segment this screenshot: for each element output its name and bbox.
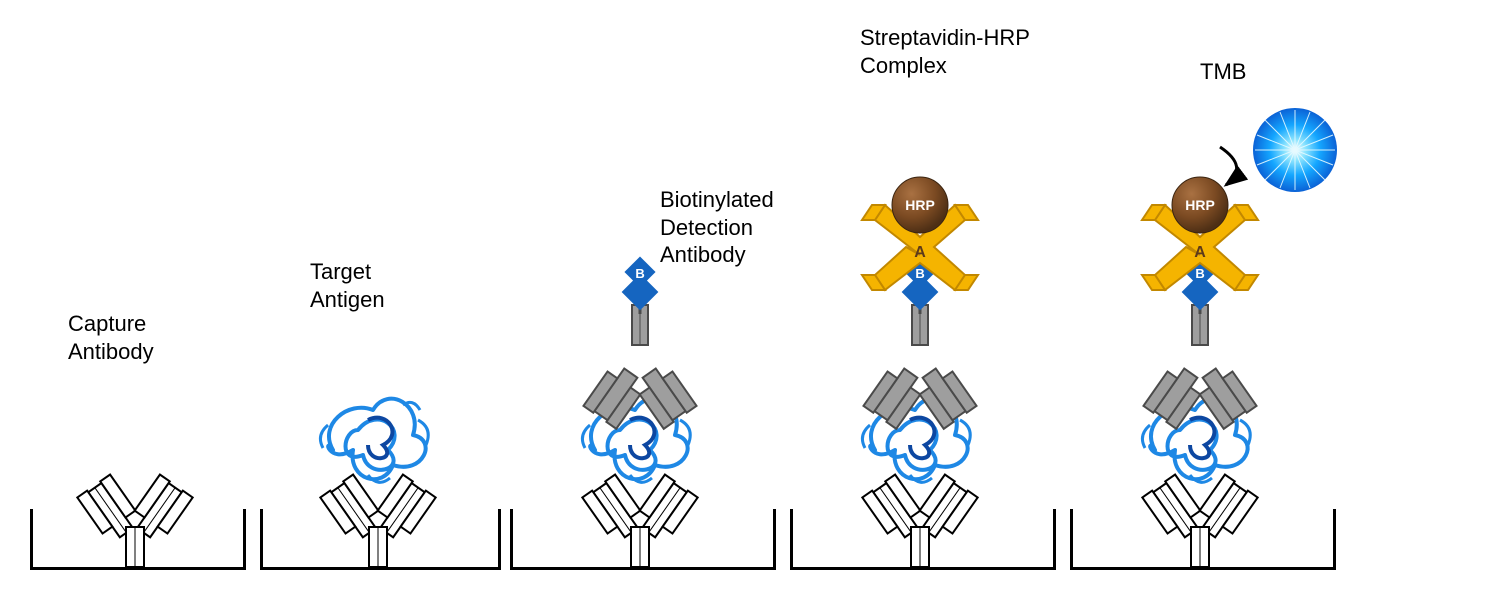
capture-antibody-icon — [77, 475, 192, 567]
hrp-icon — [1172, 177, 1228, 233]
tmb-arrow-icon — [1220, 147, 1237, 185]
detection-antibody-icon — [863, 305, 976, 429]
hrp-icon — [892, 177, 948, 233]
detection-antibody-icon — [583, 305, 696, 429]
capture-antibody-icon — [582, 475, 697, 567]
capture-antibody-icon — [1142, 475, 1257, 567]
detection-antibody-icon — [1143, 305, 1256, 429]
antigen-icon — [320, 399, 428, 483]
capture-antibody-icon — [320, 475, 435, 567]
capture-antibody-icon — [862, 475, 977, 567]
stack-5 — [1000, 15, 1400, 575]
biotin-icon — [622, 256, 659, 314]
tmb-icon — [1253, 108, 1337, 192]
